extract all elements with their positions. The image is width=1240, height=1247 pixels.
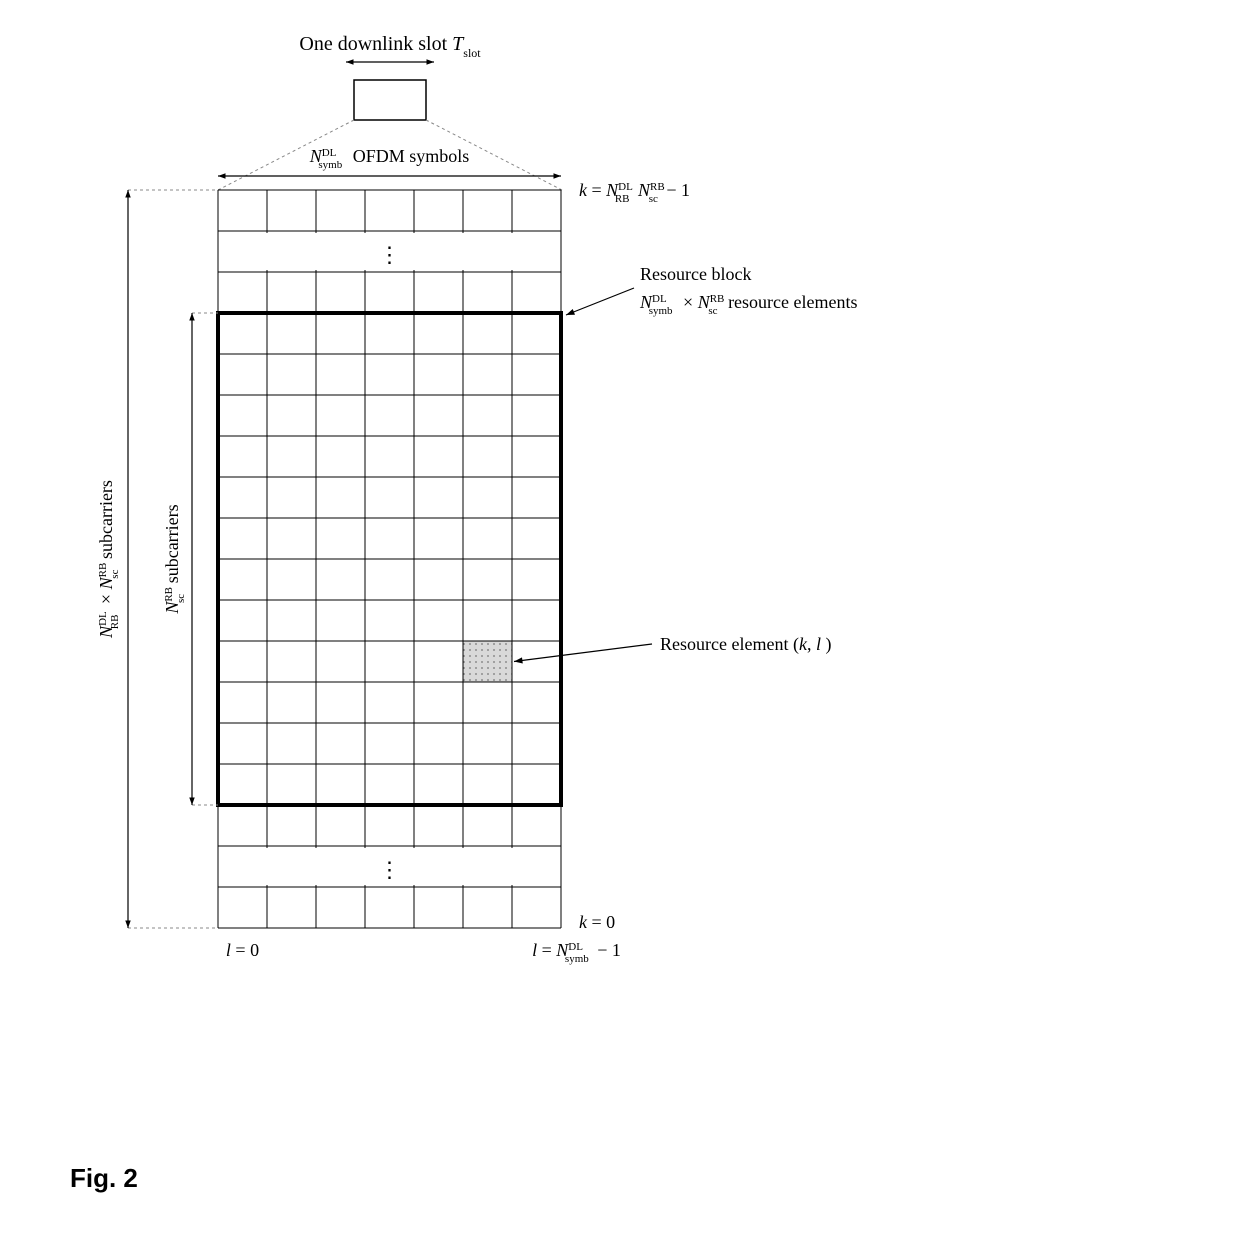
k0-label: k = 0 [579, 912, 615, 932]
slot-rect [354, 80, 426, 120]
resource-element-label: Resource element (k, l ) [660, 634, 831, 655]
svg-text:⋮: ⋮ [379, 857, 401, 882]
l0-label: l = 0 [226, 940, 259, 960]
figure-caption: Fig. 2 [70, 1163, 138, 1193]
resource-element-cell [463, 641, 512, 682]
resource-block-label-line1: Resource block [640, 264, 751, 284]
svg-text:⋮: ⋮ [379, 242, 401, 267]
